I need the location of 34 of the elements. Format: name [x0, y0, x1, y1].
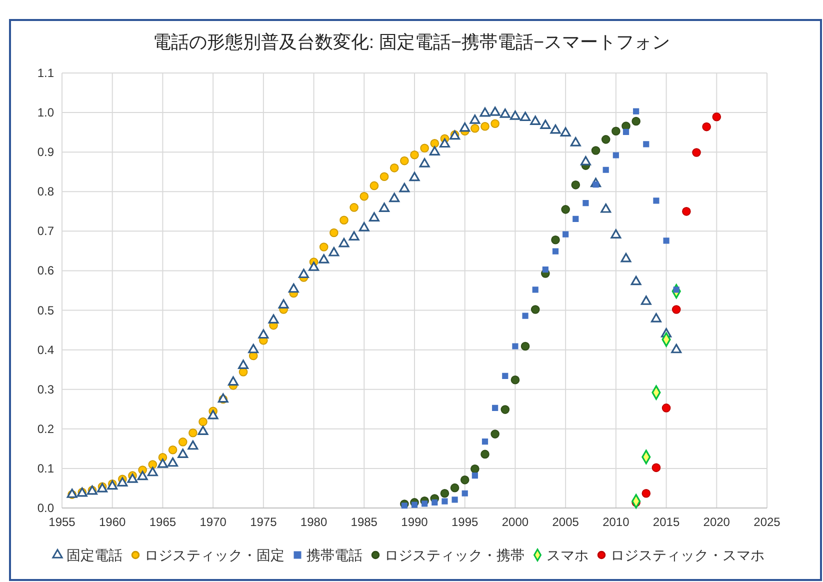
- y-tick-label: 0.8: [37, 184, 54, 199]
- legend-label: スマホ: [546, 547, 588, 563]
- y-tick-label: 0.0: [37, 501, 54, 515]
- x-tick-label: 1980: [300, 515, 328, 529]
- x-tick-label: 1995: [452, 515, 479, 529]
- x-tick-label: 2015: [652, 515, 680, 529]
- y-tick-label: 0.3: [37, 382, 54, 396]
- x-tick-label: 1985: [350, 515, 378, 529]
- x-tick-label: 2020: [703, 515, 730, 529]
- chart-title: 電話の形態別普及台数変化: 固定電話−携帯電話−スマートフォン: [152, 32, 670, 52]
- x-tick-label: 1960: [99, 515, 126, 529]
- y-tick-label: 1.1: [37, 66, 54, 80]
- legend-label: 固定電話: [66, 547, 122, 563]
- y-tick-label: 0.9: [37, 145, 54, 160]
- x-tick-label: 2005: [552, 515, 580, 529]
- legend-label: ロジスティック・携帯: [384, 547, 524, 563]
- y-tick-label: 0.1: [37, 461, 54, 476]
- x-tick-label: 2025: [754, 515, 781, 529]
- legend-label: 携帯電話: [306, 547, 362, 563]
- x-tick-label: 1990: [401, 515, 428, 529]
- y-tick-label: 0.6: [37, 264, 54, 278]
- legend-label: ロジスティック・スマホ: [610, 547, 764, 563]
- y-tick-label: 1.0: [37, 106, 54, 120]
- x-tick-label: 1970: [200, 515, 227, 529]
- x-tick-label: 2010: [602, 515, 630, 529]
- y-tick-label: 0.5: [37, 303, 54, 318]
- y-tick-label: 0.4: [37, 342, 54, 357]
- x-tick-label: 1975: [250, 515, 278, 529]
- y-tick-label: 0.2: [37, 422, 54, 436]
- x-tick-label: 1965: [149, 515, 176, 529]
- y-tick-label: 0.7: [37, 224, 54, 238]
- x-tick-label: 1955: [48, 515, 76, 529]
- x-tick-label: 2000: [502, 515, 529, 529]
- legend-label: ロジスティック・固定: [144, 547, 284, 563]
